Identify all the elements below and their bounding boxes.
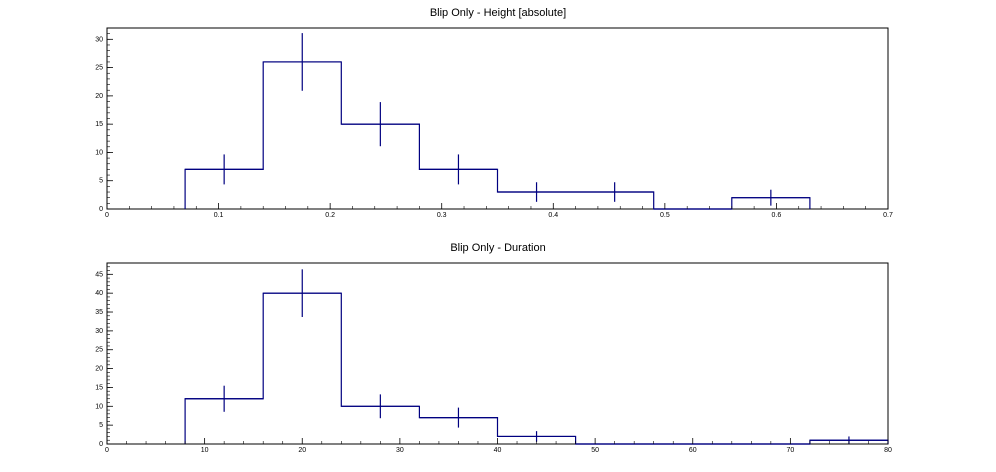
height-y-tick-label-0: 0 (99, 206, 103, 213)
duration-y-tick-label-3: 15 (95, 384, 103, 391)
height-x-tick-label-4: 0.4 (548, 212, 558, 219)
chart-title-height: Blip Only - Height [absolute] (430, 7, 566, 19)
duration-y-tick-label-4: 20 (95, 366, 103, 373)
height-x-tick-label-0: 0 (105, 212, 109, 219)
chart-title-duration: Blip Only - Duration (450, 242, 545, 254)
duration-x-tick-label-1: 10 (201, 447, 209, 454)
height-x-tick-label-1: 0.1 (214, 212, 224, 219)
duration-x-tick-label-4: 40 (494, 447, 502, 454)
histogram-duration (184, 269, 889, 445)
height-x-tick-label-5: 0.5 (660, 212, 670, 219)
height-y-tick-label-3: 15 (95, 121, 103, 128)
height-x-tick-label-3: 0.3 (437, 212, 447, 219)
height-y-tick-label-5: 25 (95, 65, 103, 72)
chart-duration: Blip Only - Duration 0 10 20 30 40 50 60 70 80 0 5… (95, 242, 892, 454)
height-y-tick-label-4: 20 (95, 93, 103, 100)
chart-height: Blip Only - Height [absolute] 0 0.1 0.2 0.3… (95, 7, 893, 219)
height-x-tick-label-7: 0.7 (883, 212, 893, 219)
duration-x-tick-label-8: 80 (884, 447, 892, 454)
plot-frame-duration (106, 262, 889, 445)
height-x-tick-label-6: 0.6 (772, 212, 782, 219)
axis-ticks-height: 0 0.1 0.2 0.3 0.4 0.5 0.6 0.7 0 5 10 15 20 25 30 (95, 27, 893, 219)
duration-y-tick-label-2: 10 (95, 403, 103, 410)
duration-y-tick-label-6: 30 (95, 328, 103, 335)
duration-y-tick-label-9: 45 (95, 271, 103, 278)
duration-x-tick-label-3: 30 (396, 447, 404, 454)
height-x-tick-label-2: 0.2 (325, 212, 335, 219)
duration-y-tick-label-7: 35 (95, 309, 103, 316)
duration-y-tick-label-1: 5 (99, 422, 103, 429)
height-y-tick-label-1: 5 (99, 178, 103, 185)
duration-y-tick-label-8: 40 (95, 290, 103, 297)
duration-y-tick-label-5: 25 (95, 347, 103, 354)
duration-x-tick-label-5: 50 (591, 447, 599, 454)
duration-x-tick-label-0: 0 (105, 447, 109, 454)
duration-x-tick-label-2: 20 (298, 447, 306, 454)
axis-ticks-duration: 0 10 20 30 40 50 60 70 80 0 5 10 15 20 25 30 35 40 45 (95, 262, 892, 454)
height-y-tick-label-6: 30 (95, 36, 103, 43)
duration-y-tick-label-0: 0 (99, 441, 103, 448)
height-y-tick-label-2: 10 (95, 149, 103, 156)
duration-x-tick-label-6: 60 (689, 447, 697, 454)
height-histogram-outline (184, 61, 811, 210)
duration-histogram-outline (184, 292, 889, 445)
duration-x-tick-label-7: 70 (786, 447, 794, 454)
histogram-height (184, 33, 811, 210)
